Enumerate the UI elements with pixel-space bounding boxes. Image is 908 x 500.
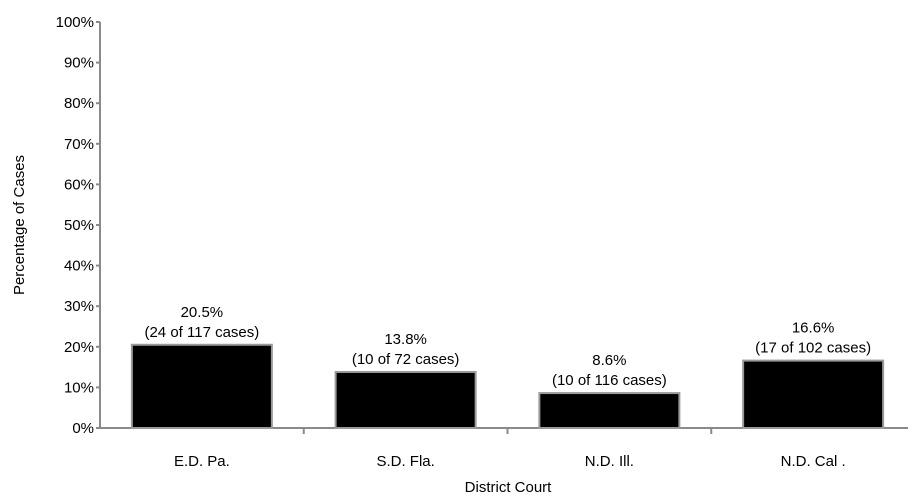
x-tick-label: S.D. Fla. — [376, 453, 434, 470]
x-tick-label: E.D. Pa. — [174, 453, 230, 470]
y-tick-label: 60% — [64, 176, 94, 193]
bar — [742, 359, 885, 430]
data-label-count: (17 of 102 cases) — [755, 340, 871, 357]
y-tick-label: 20% — [64, 339, 94, 356]
y-tick-label: 70% — [64, 136, 94, 153]
y-tick-label: 80% — [64, 95, 94, 112]
bar — [334, 370, 477, 429]
y-tick-label: 0% — [72, 420, 94, 437]
y-axis: 0% 10% 20% 30% 40% 50% 60% 70% 80% 90% 100% — [56, 14, 101, 437]
x-tick-label: N.D. Cal . — [781, 453, 846, 470]
y-tick-label: 100% — [56, 14, 94, 31]
y-axis-title: Percentage of Cases — [11, 155, 28, 295]
y-tick-label: 90% — [64, 55, 94, 72]
y-tick-label: 10% — [64, 379, 94, 396]
data-label-count: (10 of 72 cases) — [352, 351, 460, 368]
x-axis-title: District Court — [465, 479, 553, 496]
data-label-percent: 16.6% — [792, 320, 835, 337]
y-tick-label: 30% — [64, 298, 94, 315]
y-tick-label: 50% — [64, 217, 94, 234]
bar — [538, 392, 681, 430]
x-tick-label: N.D. Ill. — [585, 453, 634, 470]
data-labels: 20.5% (24 of 117 cases) 13.8% (10 of 72 cas… — [144, 304, 871, 389]
y-tick-label: 40% — [64, 258, 94, 275]
data-label-count: (10 of 116 cases) — [552, 372, 667, 389]
bar — [130, 343, 273, 429]
x-axis: E.D. Pa. S.D. Fla. N.D. Ill. N.D. Cal . — [100, 427, 908, 470]
data-label-percent: 13.8% — [384, 331, 427, 348]
data-label-percent: 20.5% — [181, 304, 224, 321]
data-label-percent: 8.6% — [592, 352, 626, 369]
data-label-count: (24 of 117 cases) — [144, 324, 259, 341]
bars — [130, 343, 885, 430]
